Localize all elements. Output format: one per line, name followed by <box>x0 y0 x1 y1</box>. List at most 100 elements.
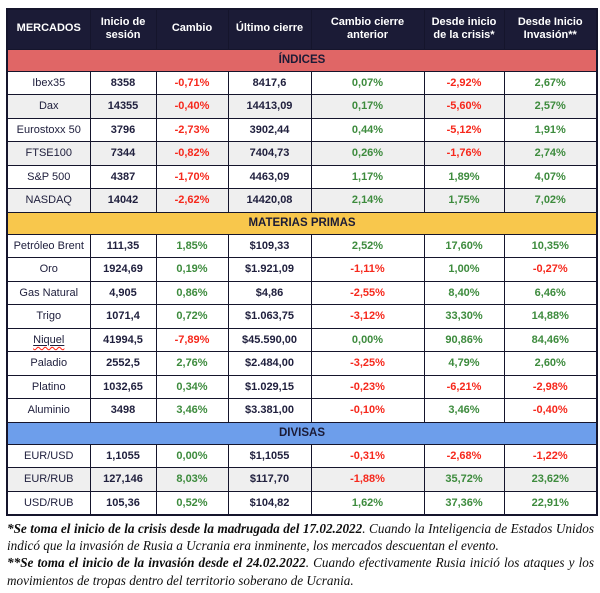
table-row: Eurostoxx 50 3796 -2,73% 3902,44 0,44% -5,12%… <box>6 117 598 142</box>
cell-since-crisis: 90,86% <box>423 327 505 352</box>
cell-last-close: $117,70 <box>227 467 312 492</box>
cell-change: 0,72% <box>155 304 229 329</box>
footnotes: *Se toma el inicio de la crisis desde la… <box>6 520 595 590</box>
cell-last-close: $1.029,15 <box>227 374 312 399</box>
cell-since-crisis: 33,30% <box>423 304 505 329</box>
table-header: MERCADOS Inicio de sesión Cambio Último … <box>6 8 598 50</box>
cell-change: -0,82% <box>155 141 229 166</box>
cell-change-prev-close: -1,88% <box>310 467 425 492</box>
cell-open: 7344 <box>89 141 157 166</box>
cell-last-close: 14420,08 <box>227 188 312 213</box>
cell-last-close: 3902,44 <box>227 117 312 142</box>
cell-open: 4387 <box>89 164 157 189</box>
cell-change: 0,00% <box>155 443 229 468</box>
cell-since-crisis: -6,21% <box>423 374 505 399</box>
cell-since-invasion: -1,22% <box>503 443 598 468</box>
cell-since-crisis: 1,00% <box>423 257 505 282</box>
table-body: ÍNDICES Ibex35 8358 -0,71% 8417,6 0,07% -2,92%… <box>6 48 598 515</box>
cell-since-crisis: 1,75% <box>423 188 505 213</box>
cell-change: 1,85% <box>155 233 229 258</box>
table-row: S&P 500 4387 -1,70% 4463,09 1,17% 1,89% 4,07% <box>6 164 598 189</box>
cell-since-crisis: 17,60% <box>423 233 505 258</box>
cell-since-invasion: 1,91% <box>503 117 598 142</box>
cell-since-crisis: 1,89% <box>423 164 505 189</box>
cell-market-name: USD/RUB <box>6 490 91 515</box>
cell-change: 0,34% <box>155 374 229 399</box>
cell-market-name: Eurostoxx 50 <box>6 117 91 142</box>
cell-change-prev-close: 0,07% <box>310 70 425 95</box>
cell-market-name: S&P 500 <box>6 164 91 189</box>
spellcheck-underline: Niquel <box>33 333 65 346</box>
cell-change-prev-close: -2,55% <box>310 280 425 305</box>
cell-market-name: Dax <box>6 94 91 119</box>
cell-change-prev-close: 1,17% <box>310 164 425 189</box>
table-row: Gas Natural 4,905 0,86% $4,86 -2,55% 8,40% 6,4… <box>6 280 598 305</box>
cell-change: 0,52% <box>155 490 229 515</box>
table-row: EUR/USD 1,1055 0,00% $1,1055 -0,31% -2,68% -1,… <box>6 443 598 468</box>
cell-market-name: NASDAQ <box>6 188 91 213</box>
cell-since-invasion: 22,91% <box>503 490 598 515</box>
section-band-row: DIVISAS <box>6 421 598 445</box>
cell-change-prev-close: -1,11% <box>310 257 425 282</box>
cell-since-crisis: 37,36% <box>423 490 505 515</box>
cell-last-close: 4463,09 <box>227 164 312 189</box>
cell-open: 1924,69 <box>89 257 157 282</box>
cell-since-crisis: -2,68% <box>423 443 505 468</box>
col-header-desde-invasion: Desde Inicio Invasión** <box>503 8 598 50</box>
cell-since-invasion: 2,67% <box>503 70 598 95</box>
cell-last-close: $3.381,00 <box>227 398 312 423</box>
cell-change: 0,86% <box>155 280 229 305</box>
col-header-mercados: MERCADOS <box>6 8 91 50</box>
cell-last-close: 14413,09 <box>227 94 312 119</box>
cell-market-name: Ibex35 <box>6 70 91 95</box>
table-row: Trigo 1071,4 0,72% $1.063,75 -3,12% 33,30% 14,… <box>6 304 598 329</box>
table-row: FTSE100 7344 -0,82% 7404,73 0,26% -1,76% 2,74% <box>6 141 598 166</box>
footnote-crisis-text: . Cuando la Inteligencia de Estados Unid… <box>7 520 594 553</box>
table-row: Petróleo Brent 111,35 1,85% $109,33 2,52% 17,… <box>6 233 598 258</box>
cell-since-invasion: 4,07% <box>503 164 598 189</box>
cell-market-name: Niquel <box>6 327 91 352</box>
cell-since-crisis: -2,92% <box>423 70 505 95</box>
cell-since-invasion: 6,46% <box>503 280 598 305</box>
cell-open: 14355 <box>89 94 157 119</box>
col-header-desde-crisis: Desde inicio de la crisis* <box>423 8 505 50</box>
cell-open: 1071,4 <box>89 304 157 329</box>
cell-since-crisis: 3,46% <box>423 398 505 423</box>
cell-since-crisis: 8,40% <box>423 280 505 305</box>
cell-open: 3498 <box>89 398 157 423</box>
cell-since-crisis: 4,79% <box>423 351 505 376</box>
cell-last-close: 7404,73 <box>227 141 312 166</box>
col-header-cambio: Cambio <box>155 8 229 50</box>
cell-change: 2,76% <box>155 351 229 376</box>
cell-change: 8,03% <box>155 467 229 492</box>
cell-last-close: $104,82 <box>227 490 312 515</box>
cell-since-crisis: -5,60% <box>423 94 505 119</box>
cell-change-prev-close: -0,23% <box>310 374 425 399</box>
cell-open: 14042 <box>89 188 157 213</box>
footnote-crisis: *Se toma el inicio de la crisis desde la… <box>7 521 594 553</box>
table-row: Platino 1032,65 0,34% $1.029,15 -0,23% -6,21%… <box>6 374 598 399</box>
cell-last-close: $45.590,00 <box>227 327 312 352</box>
markets-table: MERCADOS Inicio de sesión Cambio Último … <box>6 8 598 516</box>
footnote-invasion: **Se toma el inicio de la invasión desde… <box>7 555 594 587</box>
cell-since-invasion: 10,35% <box>503 233 598 258</box>
cell-since-invasion: 2,60% <box>503 351 598 376</box>
cell-market-name: FTSE100 <box>6 141 91 166</box>
cell-market-name: EUR/USD <box>6 443 91 468</box>
cell-last-close: 8417,6 <box>227 70 312 95</box>
footnote-invasion-text: . Cuando efectivamente Rusia inició los … <box>7 555 594 588</box>
table-row: Niquel 41994,5 -7,89% $45.590,00 0,00% 90,86%… <box>6 327 598 352</box>
section-title: DIVISAS <box>6 421 598 445</box>
cell-open: 1032,65 <box>89 374 157 399</box>
table-row: EUR/RUB 127,146 8,03% $117,70 -1,88% 35,72% 23… <box>6 467 598 492</box>
table-row: Aluminio 3498 3,46% $3.381,00 -0,10% 3,46% -0,… <box>6 398 598 423</box>
cell-last-close: $1.063,75 <box>227 304 312 329</box>
cell-change-prev-close: 0,26% <box>310 141 425 166</box>
cell-since-crisis: -5,12% <box>423 117 505 142</box>
cell-since-invasion: 7,02% <box>503 188 598 213</box>
cell-open: 1,1055 <box>89 443 157 468</box>
cell-change: -0,71% <box>155 70 229 95</box>
cell-open: 8358 <box>89 70 157 95</box>
cell-change-prev-close: -0,31% <box>310 443 425 468</box>
